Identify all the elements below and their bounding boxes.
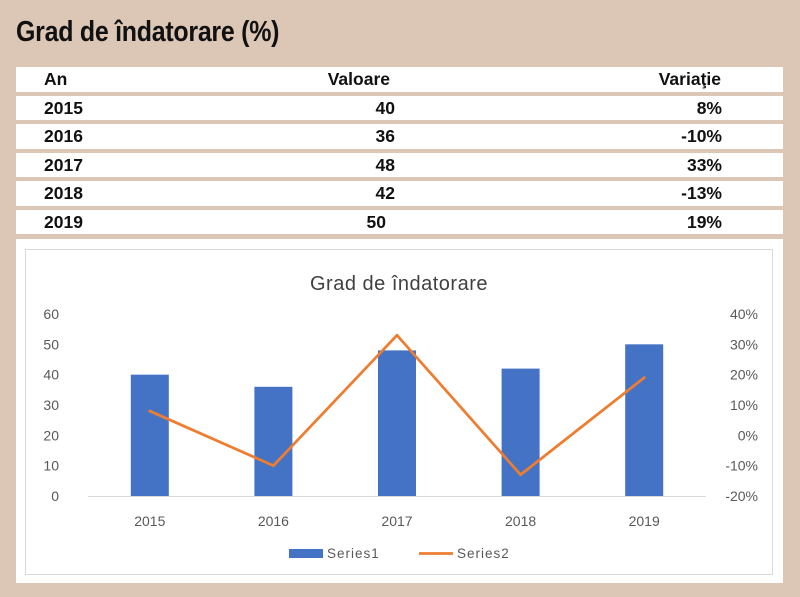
data-table: An Valoare Variaţie 2015 40 8% 2016 36 -… <box>16 67 783 238</box>
bar <box>501 368 540 496</box>
right-axis: -20% -10% 0% 10% 20% 30% 40% <box>725 306 758 504</box>
cell-value: 50 <box>366 211 386 232</box>
cell-variation: -10% <box>681 126 722 146</box>
left-tick-label: 50 <box>43 336 59 352</box>
legend: Series1 Series2 <box>289 546 510 561</box>
bar <box>130 374 169 496</box>
line-point <box>642 376 646 379</box>
combo-chart: Grad de îndatorare 0 10 20 30 40 50 60 -20% -10… <box>43 273 758 561</box>
x-axis-ticks: 2015 2016 2017 2018 2019 <box>134 513 660 529</box>
cell-variation: 8% <box>696 97 722 118</box>
cell-year: 2016 <box>44 126 83 146</box>
bar <box>378 350 416 496</box>
cell-value: 42 <box>375 183 395 203</box>
cell-variation: -13% <box>681 183 722 203</box>
chart-title: Grad de îndatorare <box>310 273 488 295</box>
x-tick-label: 2019 <box>629 513 660 529</box>
bar <box>625 344 664 496</box>
right-tick-label: 30% <box>730 336 758 352</box>
cell-value: 36 <box>375 126 395 146</box>
right-tick-label: 40% <box>730 306 758 322</box>
table-row: 2015 40 8% <box>16 95 783 120</box>
line-point <box>148 409 152 413</box>
x-tick-label: 2015 <box>134 513 165 529</box>
table-row: 2018 42 -13% <box>16 181 783 206</box>
table-row: 2016 36 -10% <box>16 124 783 149</box>
legend-label-series2: Series2 <box>457 546 510 561</box>
left-tick-label: 10 <box>43 458 59 474</box>
right-tick-label: 20% <box>730 367 758 383</box>
x-tick-label: 2018 <box>505 513 536 529</box>
left-tick-label: 60 <box>43 306 59 322</box>
left-tick-label: 20 <box>43 427 59 443</box>
x-tick-label: 2016 <box>258 513 289 529</box>
bar <box>254 386 293 496</box>
line-point <box>519 473 522 477</box>
header-an: An <box>44 69 68 89</box>
left-tick-label: 40 <box>43 367 59 383</box>
right-tick-label: -20% <box>725 488 758 504</box>
cell-year: 2019 <box>44 211 83 232</box>
bar-series <box>130 344 664 496</box>
cell-year: 2018 <box>44 183 83 203</box>
cell-year: 2015 <box>44 97 83 118</box>
table-row: 2019 50 19% <box>16 209 783 234</box>
right-tick-label: -10% <box>725 458 758 474</box>
line-point <box>272 464 275 467</box>
cell-year: 2017 <box>44 154 83 175</box>
cell-variation: 33% <box>686 154 722 175</box>
page-title: Grad de îndatorare (%) <box>16 16 280 48</box>
legend-swatch-series1 <box>289 549 323 558</box>
left-tick-label: 0 <box>51 488 59 504</box>
cell-value: 48 <box>375 154 395 175</box>
cell-variation: 19% <box>686 211 722 232</box>
header-variatie: Variaţie <box>658 69 721 89</box>
chart-frame: Grad de îndatorare 0 10 20 30 40 50 60 -20% -10… <box>25 249 773 575</box>
left-axis: 0 10 20 30 40 50 60 <box>43 306 59 504</box>
header-valoare: Valoare <box>327 69 390 89</box>
legend-label-series1: Series1 <box>327 546 380 561</box>
right-tick-label: 10% <box>730 397 758 413</box>
line-series <box>148 333 646 477</box>
left-tick-label: 30 <box>43 397 59 413</box>
chart-panel: Grad de îndatorare 0 10 20 30 40 50 60 -20% -10… <box>16 239 783 583</box>
cell-value: 40 <box>375 97 395 118</box>
table-row: 2017 48 33% <box>16 152 783 177</box>
table-header-row: An Valoare Variaţie <box>16 67 783 92</box>
right-tick-label: 0% <box>738 427 758 443</box>
line-point <box>395 333 399 337</box>
x-tick-label: 2017 <box>381 513 412 529</box>
